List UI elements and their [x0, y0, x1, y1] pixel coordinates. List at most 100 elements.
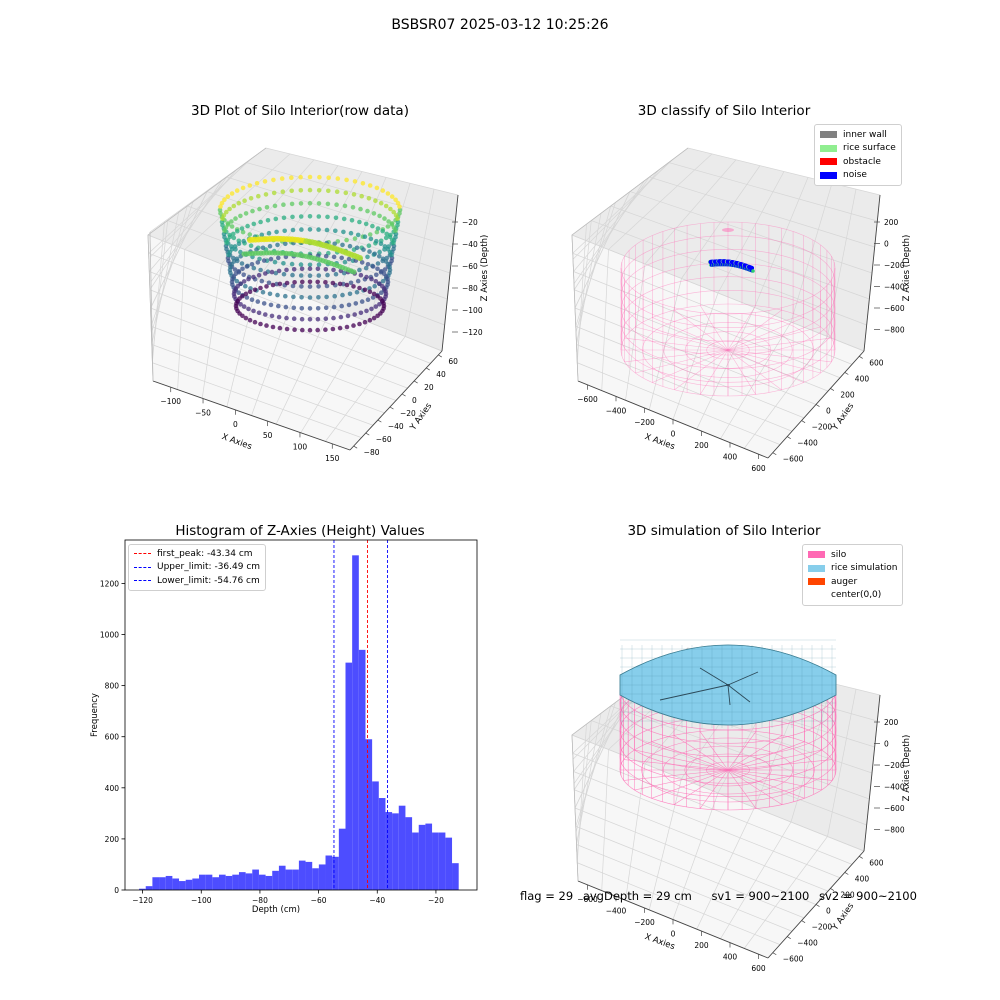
histogram-bar: [345, 662, 353, 890]
tick-label: 200: [884, 718, 899, 727]
tick-mark: [365, 432, 370, 436]
silo-line: [727, 769, 805, 799]
scatter-point: [317, 174, 322, 180]
legend-label: inner wall: [843, 129, 887, 140]
z-axis-label: Z Axies (Depth): [480, 235, 490, 302]
scatter-point: [291, 316, 297, 322]
scatter-point: [341, 216, 347, 222]
tick-label: 20: [424, 383, 434, 392]
scatter-point: [241, 238, 246, 244]
scatter-point: [365, 208, 370, 214]
tick-mark: [844, 372, 849, 375]
tick-mark: [815, 404, 820, 407]
silo-top-center: [722, 228, 734, 232]
scatter-point: [347, 243, 353, 249]
pane-edge: [571, 234, 579, 382]
scatter-point: [370, 295, 376, 300]
scatter-point: [290, 227, 296, 233]
panel4-title: 3D simulation of Silo Interior: [627, 523, 821, 539]
tick-label: −50: [195, 409, 211, 418]
scatter-point: [232, 244, 238, 249]
scatter-point: [333, 228, 338, 234]
y-axis-label: Frequency: [90, 693, 100, 737]
silo-line: [727, 769, 833, 781]
scatter-point: [276, 255, 281, 261]
scatter-point: [323, 280, 328, 285]
scatter-point: [355, 278, 361, 284]
scatter-point: [393, 197, 398, 203]
tick-mark: [830, 388, 835, 391]
silo-line: [635, 349, 729, 374]
scatter-point: [363, 221, 369, 227]
scatter-point: [234, 188, 240, 193]
scatter-point: [299, 306, 305, 311]
scatter-point: [384, 255, 390, 261]
scatter-point: [373, 198, 378, 203]
scatter-point: [367, 183, 373, 188]
silo-line: [727, 349, 804, 383]
tick-mark: [377, 419, 382, 423]
inner-wall-swatch: [820, 131, 837, 139]
pane-edge: [571, 147, 689, 236]
scatter-point: [248, 196, 254, 201]
scatter-point: [372, 283, 378, 289]
panel3-histogram: −120 −100 −80 −60 −40 −20 0 200 400 600 800 1000 120…: [90, 539, 478, 915]
tick-label: 100: [293, 442, 308, 451]
scatter-point: [257, 256, 262, 262]
tick-label: −600: [884, 304, 905, 313]
scatter-point: [245, 223, 250, 229]
scatter-point: [225, 222, 231, 227]
scatter-point: [284, 315, 289, 321]
scatter-point: [227, 234, 233, 240]
histogram-bar: [139, 888, 146, 890]
rice-simulation-swatch: [808, 564, 825, 572]
scatter-point: [281, 215, 287, 221]
z-axis-line: [863, 694, 881, 852]
center-marker: [726, 684, 730, 686]
scatter-point: [377, 253, 382, 259]
scatter-point: [263, 312, 268, 317]
tick-mark: [426, 367, 430, 371]
scatter-point: [251, 274, 256, 280]
scatter-point: [382, 244, 388, 249]
scatter-point: [247, 232, 253, 237]
scatter-point: [229, 219, 234, 224]
scatter-point: [357, 255, 363, 261]
tick-label: 600: [869, 858, 884, 867]
tick-label: 400: [723, 953, 738, 962]
scatter-point: [326, 175, 332, 180]
scatter-point: [264, 205, 270, 210]
scatter-point: [325, 272, 330, 278]
silo-line: [727, 349, 821, 374]
scatter-point: [342, 203, 348, 209]
grid-line: [149, 289, 408, 389]
scatter-point: [298, 262, 304, 267]
scatter-point: [299, 266, 305, 272]
scatter-point: [342, 259, 348, 265]
scatter-point: [323, 253, 329, 259]
scatter-point: [316, 227, 321, 232]
scatter-point: [251, 221, 257, 227]
grid-line: [572, 752, 853, 865]
scatter-point: [258, 219, 263, 225]
histogram-bar: [145, 886, 153, 890]
scatter-point: [260, 289, 266, 295]
scatter-point: [251, 265, 257, 271]
scatter-point: [383, 235, 389, 241]
tick-mark: [844, 872, 849, 875]
scatter-point: [374, 272, 379, 278]
scatter-point: [374, 238, 379, 244]
histogram-bar: [305, 861, 313, 890]
scatter-point: [256, 310, 262, 316]
silo-line: [635, 326, 729, 351]
scatter-point: [323, 327, 328, 333]
first-peak-line-swatch: [134, 553, 151, 555]
scatter-point: [307, 227, 313, 232]
tick-label: 400: [855, 374, 870, 383]
scatter-point: [387, 264, 392, 270]
scatter-point: [359, 260, 365, 265]
tick-label: −60: [376, 435, 392, 444]
histogram-bar: [378, 798, 386, 890]
scatter-point: [236, 269, 241, 274]
scatter-point: [397, 211, 402, 216]
